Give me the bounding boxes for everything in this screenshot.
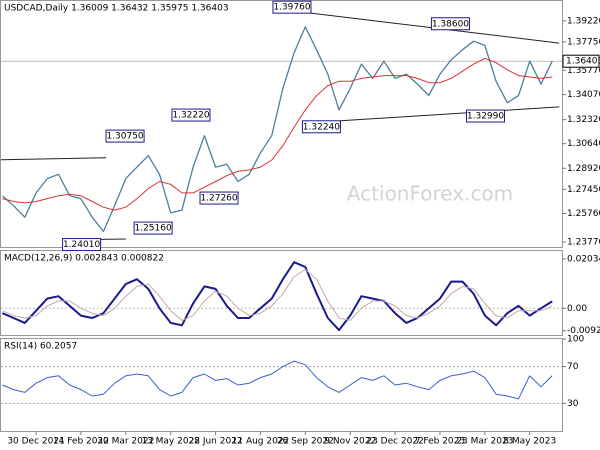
y-tick-label: 1.28920 bbox=[567, 164, 600, 174]
y-tick-label: 70 bbox=[567, 362, 579, 372]
x-tick-label: 30 Dec 2021 bbox=[7, 437, 65, 447]
annotation-box bbox=[133, 221, 173, 235]
annotation-label: 1.39760 bbox=[273, 3, 310, 13]
series-line bbox=[2, 261, 553, 332]
y-tick-label: 100 bbox=[567, 335, 584, 345]
x-tick-label: 8 May 2023 bbox=[503, 437, 556, 447]
price-panel bbox=[0, 0, 563, 248]
rsi-panel bbox=[0, 338, 563, 432]
x-tick-label: 28 Jun 2022 bbox=[189, 437, 243, 447]
y-tick-label: 1.34070 bbox=[567, 90, 600, 100]
annotation-box bbox=[430, 17, 470, 31]
series-line bbox=[2, 269, 553, 321]
annotation-label: 1.32220 bbox=[172, 111, 209, 121]
x-tick-label: 14 Feb 2022 bbox=[53, 437, 109, 447]
annotation-box bbox=[105, 129, 145, 143]
x-tick-label: 26 Sep 2022 bbox=[277, 437, 334, 447]
annotation-box bbox=[199, 191, 239, 205]
trendline bbox=[340, 106, 560, 122]
rsi-title: RSI(14) 60.2057 bbox=[4, 342, 77, 352]
y-tick-label: 1.37750 bbox=[567, 37, 600, 47]
trendline bbox=[0, 157, 107, 161]
annotation-label: 1.30750 bbox=[106, 132, 143, 142]
y-tick-label: 0.00 bbox=[567, 304, 587, 314]
annotation-label: 1.25160 bbox=[134, 224, 171, 234]
y-tick-label: 30 bbox=[567, 399, 579, 409]
annotation-box bbox=[62, 238, 102, 252]
y-tick-label: 1.25760 bbox=[567, 209, 600, 219]
watermark: ActionForex.com bbox=[347, 182, 513, 206]
annotation-box bbox=[465, 109, 505, 123]
y-tick-label: 1.30640 bbox=[567, 139, 600, 149]
x-tick-label: 23 Mar 2023 bbox=[456, 437, 513, 447]
y-tick-label: 1.35770 bbox=[567, 66, 600, 76]
annotation-box bbox=[171, 108, 211, 122]
annotation-box bbox=[272, 0, 312, 14]
x-tick-label: 9 Nov 2022 bbox=[324, 437, 376, 447]
macd-title: MACD(12,26,9) 0.002843 0.000822 bbox=[4, 254, 164, 264]
annotation-label: 1.32240 bbox=[303, 122, 340, 132]
last-price-box bbox=[562, 54, 600, 68]
macd-panel bbox=[0, 250, 563, 336]
series-line bbox=[2, 57, 553, 211]
annotation-label: 1.24010 bbox=[63, 240, 100, 250]
series-line bbox=[1, 26, 553, 233]
x-tick-label: 13 May 2022 bbox=[141, 437, 200, 447]
x-tick-label: 30 Mar 2022 bbox=[97, 437, 154, 447]
x-tick-label: 11 Aug 2022 bbox=[232, 437, 290, 447]
series-line bbox=[2, 360, 553, 400]
annotation-label: 1.38600 bbox=[432, 19, 469, 29]
y-tick-label: -0.009215 bbox=[567, 326, 600, 336]
x-tick-label: 7 Feb 2023 bbox=[415, 437, 465, 447]
y-tick-label: 1.32320 bbox=[567, 115, 600, 125]
annotation-box bbox=[301, 120, 341, 134]
y-tick-label: 1.27450 bbox=[567, 185, 600, 195]
x-tick-label: 23 Dec 2022 bbox=[366, 437, 424, 447]
y-tick-label: 1.39220 bbox=[567, 16, 600, 26]
chart-title: USDCAD,Daily 1.36009 1.36432 1.35975 1.3… bbox=[4, 4, 229, 14]
y-tick-label: 1.23770 bbox=[567, 237, 600, 247]
y-tick-label: 0.020349 bbox=[567, 254, 600, 264]
annotation-label: 1.32990 bbox=[467, 112, 504, 122]
last-price-label: 1.36403 bbox=[566, 57, 600, 67]
annotation-label: 1.27260 bbox=[200, 194, 237, 204]
